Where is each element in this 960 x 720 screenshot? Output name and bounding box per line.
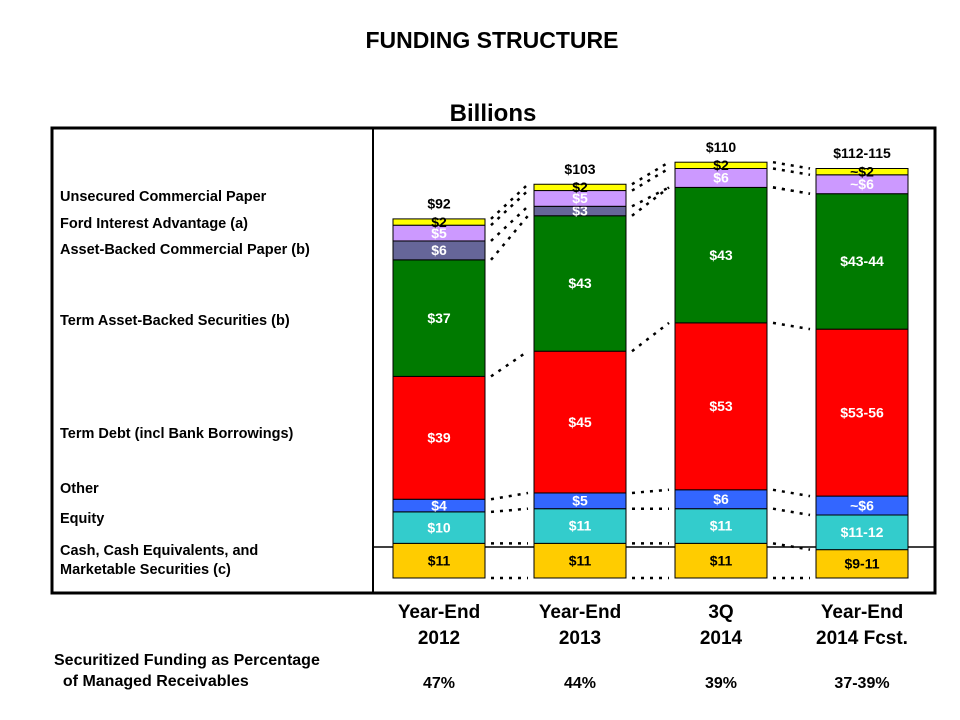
data-label: $43	[709, 247, 733, 263]
connector	[772, 507, 811, 517]
chart-title: FUNDING STRUCTURE	[365, 27, 619, 53]
connector	[631, 186, 670, 208]
data-label: $2	[572, 179, 588, 195]
bar-segment	[392, 259, 486, 377]
data-label: ~$6	[850, 176, 874, 192]
data-label: $6	[431, 242, 447, 258]
bar-segment	[392, 218, 486, 226]
data-label: $6	[713, 491, 729, 507]
row-label: Securitized Funding as Percentage of Man…	[54, 652, 320, 690]
connector	[490, 350, 529, 378]
legend-label: Term Debt (incl Bank Borrowings)	[60, 426, 294, 442]
legend-label: Asset-Backed Commercial Paper (b)	[60, 242, 310, 258]
row-value: 44%	[563, 675, 597, 692]
bar-segment	[674, 508, 768, 544]
bar-segment	[815, 549, 909, 579]
bar-segment	[674, 186, 768, 324]
connector	[490, 491, 529, 501]
connector	[631, 167, 670, 192]
legend-label: Term Asset-Backed Securities (b)	[60, 313, 290, 329]
data-label: $5	[431, 225, 447, 241]
connector	[772, 488, 811, 498]
data-label: $45	[568, 414, 592, 430]
data-label: $11	[710, 518, 733, 534]
data-label: $11	[569, 552, 592, 568]
chart-subtitle: Billions	[449, 100, 537, 127]
row-value: 47%	[422, 675, 456, 692]
connector	[490, 189, 529, 227]
data-label: $2	[431, 214, 447, 230]
bar-segment	[674, 161, 768, 169]
connector	[631, 321, 670, 353]
data-label: $6	[713, 170, 729, 186]
data-label: ~$2	[850, 163, 874, 179]
connector	[490, 214, 529, 261]
row-value: 39%	[704, 675, 738, 692]
data-label: $2	[713, 157, 729, 173]
x-tick-label: 3Q 2014	[699, 602, 743, 649]
bar-segment	[533, 215, 627, 352]
legend-label: Equity	[60, 511, 105, 527]
bar-segment	[674, 322, 768, 491]
connector	[490, 507, 529, 514]
bar-segment	[815, 514, 909, 551]
connector	[772, 321, 811, 331]
total-label: $110	[706, 139, 737, 155]
data-label: $10	[427, 519, 451, 535]
legend-label: Other	[60, 481, 99, 497]
data-label: $43	[568, 275, 592, 291]
data-label: ~$6	[850, 497, 874, 513]
data-label: $53-56	[840, 404, 884, 420]
data-label: $53	[709, 398, 733, 414]
data-label: $39	[427, 430, 451, 446]
data-label: $11	[428, 552, 451, 568]
bar-segment	[392, 375, 486, 500]
data-label: $5	[572, 493, 588, 509]
row-value: 37-39%	[834, 675, 890, 692]
x-tick-label: Year-End 2014 Fcst.	[816, 602, 908, 649]
bar-segment	[392, 542, 486, 579]
bar-segment	[533, 542, 627, 579]
legend-label: Cash, Cash Equivalents, and Marketable S…	[60, 543, 259, 578]
bar-segment	[533, 350, 627, 494]
bar-segment	[815, 328, 909, 497]
data-label: $37	[427, 310, 451, 326]
connector	[490, 183, 529, 220]
connector	[772, 160, 811, 170]
data-label: $11	[569, 518, 592, 534]
connector	[772, 167, 811, 177]
total-label: $92	[427, 196, 451, 212]
total-label: $103	[564, 161, 595, 177]
connector	[772, 542, 811, 551]
x-tick-label: Year-End 2012	[397, 602, 481, 649]
connector	[631, 186, 670, 217]
legend-label: Ford Interest Advantage (a)	[60, 216, 248, 232]
connector	[772, 186, 811, 195]
frame	[50, 126, 937, 595]
data-label: $43-44	[840, 253, 884, 269]
x-tick-label: Year-End 2013	[538, 602, 622, 649]
data-label: $4	[431, 497, 447, 513]
bar-segment	[533, 183, 627, 192]
connector	[631, 488, 670, 495]
total-label: $112-115	[833, 145, 891, 161]
data-label: $11	[710, 552, 733, 568]
legend-label: Unsecured Commercial Paper	[60, 189, 267, 205]
data-label: $11-12	[841, 524, 884, 540]
bar-segment	[392, 511, 486, 544]
bar-segment	[815, 193, 909, 330]
data-label: $5	[572, 190, 588, 206]
bar-segment	[815, 168, 909, 176]
data-label: $9-11	[844, 556, 879, 572]
